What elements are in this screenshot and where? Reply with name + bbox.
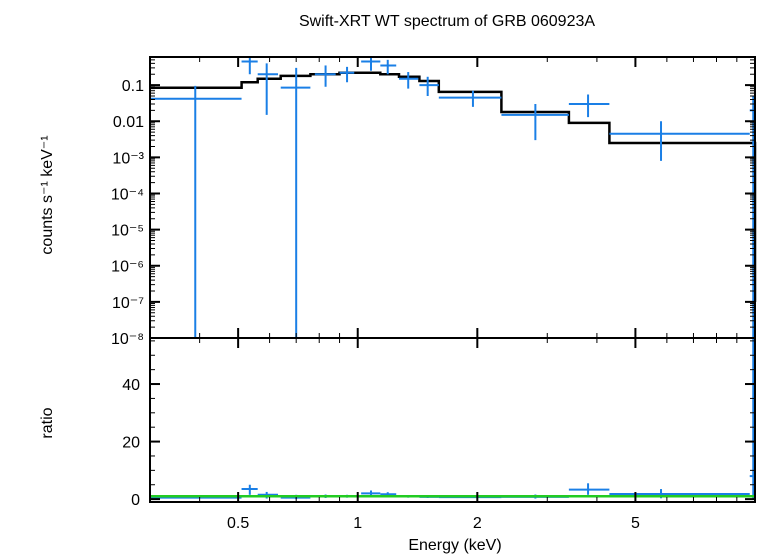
bottom-panel-marks: [150, 338, 755, 500]
bottom-panel-frame: [149, 337, 756, 503]
x-tick-label-2: 2: [473, 515, 482, 532]
top-panel-marks: [150, 57, 757, 338]
top-y-tick-label-4: 10⁻⁵: [111, 223, 144, 240]
top-y-tick-label-6: 10⁻⁷: [112, 295, 144, 312]
chart-title: Swift-XRT WT spectrum of GRB 060923A: [299, 13, 595, 30]
top-y-axis-label: counts s⁻¹ keV⁻¹: [39, 135, 56, 254]
x-axis-label: Energy (keV): [408, 537, 501, 554]
x-tick-label-1: 1: [353, 515, 362, 532]
axes: 0.5 1 2 5 0.1 0.01 10⁻³ 10⁻⁴ 10⁻⁵ 10⁻⁶ 10⁻⁷ 10⁻⁸ 0 20…: [111, 56, 756, 532]
bottom-y-tick-label-2: 40: [122, 377, 140, 394]
bottom-y-tick-label-1: 20: [122, 435, 140, 452]
bottom-y-axis-label: ratio: [39, 407, 56, 438]
top-y-tick-label-7: 10⁻⁸: [111, 331, 144, 348]
top-y-tick-label-1: 0.01: [113, 114, 144, 131]
top-y-tick-label-5: 10⁻⁶: [111, 259, 144, 276]
bottom-y-tick-label-0: 0: [131, 492, 140, 509]
x-tick-label-0.5: 0.5: [227, 515, 249, 532]
top-y-tick-label-2: 10⁻³: [112, 150, 144, 167]
top-y-tick-label-0: 0.1: [122, 78, 144, 95]
x-tick-label-5: 5: [631, 515, 640, 532]
top-y-tick-label-3: 10⁻⁴: [111, 186, 144, 203]
model-step-line: [150, 71, 757, 302]
